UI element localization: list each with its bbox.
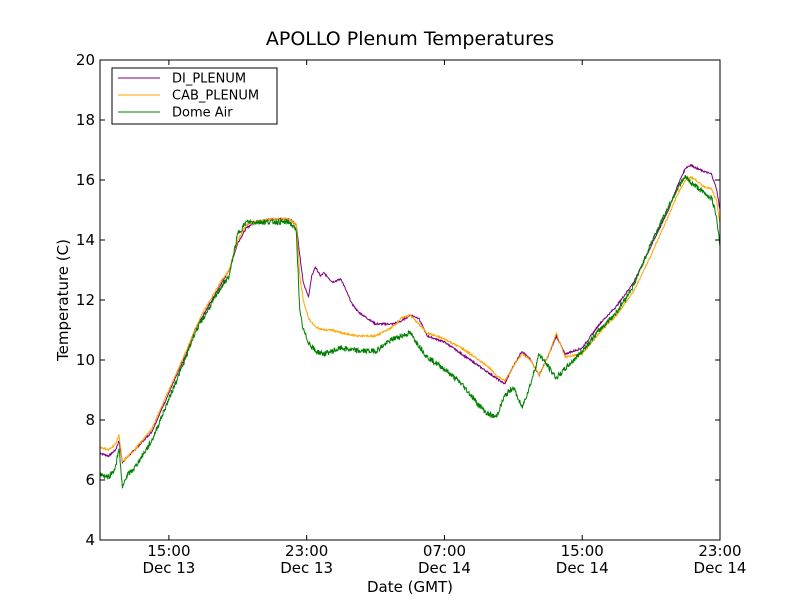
x-tick-label-date: Dec 13 [280, 559, 333, 577]
x-tick-label-date: Dec 14 [418, 559, 471, 577]
legend-label: Dome Air [172, 106, 233, 121]
chart-title: APOLLO Plenum Temperatures [266, 28, 554, 50]
x-tick-label-date: Dec 14 [694, 559, 747, 577]
legend: DI_PLENUM CAB_PLENUM Dome Air [111, 67, 278, 125]
x-tick-label-time: 15:00 [147, 542, 190, 560]
legend-box [111, 67, 278, 125]
y-tick-label: 10 [76, 351, 95, 369]
y-tick-label: 18 [76, 111, 95, 129]
legend-label: DI_PLENUM [172, 72, 246, 87]
y-tick-label: 4 [85, 531, 95, 549]
x-tick-label-time: 23:00 [698, 542, 741, 560]
y-tick-label: 16 [76, 171, 95, 189]
y-tick-label: 20 [76, 51, 95, 69]
x-tick-label-time: 15:00 [561, 542, 604, 560]
x-tick-label-time: 07:00 [423, 542, 466, 560]
y-axis-label: Temperature (C) [54, 239, 72, 362]
x-axis-label: Date (GMT) [367, 578, 453, 596]
series-layer [99, 163, 721, 489]
legend-label: CAB_PLENUM [172, 89, 259, 104]
x-tick-label-time: 23:00 [285, 542, 328, 560]
y-tick-label: 6 [85, 471, 95, 489]
x-tick-label-date: Dec 13 [142, 559, 195, 577]
series-line-di-plenum [99, 163, 721, 465]
x-tick-label-date: Dec 14 [556, 559, 609, 577]
y-tick-label: 14 [76, 231, 95, 249]
series-line-cab-plenum [99, 175, 721, 463]
series-line-dome-air [99, 174, 721, 489]
y-tick-label: 8 [85, 411, 95, 429]
y-tick-label: 12 [76, 291, 95, 309]
